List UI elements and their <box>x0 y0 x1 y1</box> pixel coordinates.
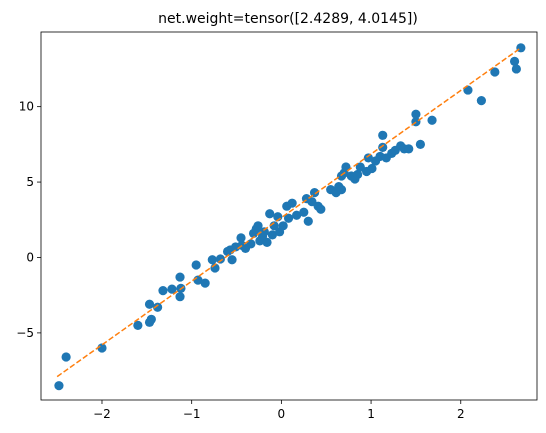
data-point <box>267 230 278 240</box>
x-axis: −2 −1 0 1 2 <box>93 400 465 421</box>
data-point <box>292 210 302 220</box>
data-point <box>153 302 163 312</box>
data-point <box>476 96 486 106</box>
y-axis: −5 0 5 10 <box>16 100 41 340</box>
y-tick-label: 5 <box>26 175 34 189</box>
x-tick-label: −2 <box>93 407 111 421</box>
x-tick-label: −1 <box>183 407 201 421</box>
data-point <box>516 43 526 53</box>
data-point <box>287 198 297 208</box>
chart-title: net.weight=tensor([2.4289, 4.0145]) <box>158 11 418 27</box>
data-point <box>378 130 388 140</box>
data-point <box>227 255 237 265</box>
y-tick-label: −5 <box>16 326 34 340</box>
data-point <box>236 233 246 243</box>
data-point <box>215 254 225 264</box>
x-tick-label: 2 <box>457 407 465 421</box>
data-point <box>144 299 155 309</box>
y-tick-label: 0 <box>26 250 34 264</box>
data-point <box>367 163 377 174</box>
y-tick-label: 10 <box>19 100 34 114</box>
data-point <box>133 320 143 330</box>
data-point <box>278 221 288 231</box>
data-point <box>341 162 351 172</box>
data-point <box>336 185 347 195</box>
x-tick-label: 1 <box>367 407 375 421</box>
data-point <box>175 272 185 282</box>
data-point <box>191 260 201 270</box>
x-tick-label: 0 <box>278 407 286 421</box>
data-point <box>404 144 414 154</box>
data-point <box>175 292 185 302</box>
data-point <box>411 109 421 119</box>
data-point <box>509 56 520 67</box>
data-point <box>283 213 294 223</box>
data-point <box>259 227 269 237</box>
data-point <box>490 67 500 77</box>
data-point <box>316 204 326 214</box>
data-point <box>415 139 425 149</box>
data-point <box>54 381 64 391</box>
data-point <box>253 221 263 231</box>
data-point <box>427 115 437 125</box>
data-point <box>207 255 217 265</box>
fit-line <box>56 47 522 378</box>
data-point <box>299 207 309 217</box>
fit-line-layer <box>56 47 522 378</box>
data-point <box>200 278 210 288</box>
axes-frame <box>40 31 538 401</box>
data-point <box>262 237 272 247</box>
data-point <box>61 352 71 362</box>
data-point <box>265 209 275 219</box>
data-point <box>378 142 388 152</box>
data-point <box>363 153 373 163</box>
data-point <box>167 284 177 294</box>
data-point <box>353 169 363 180</box>
data-points <box>54 43 526 391</box>
data-point <box>303 216 313 226</box>
data-point <box>158 286 168 296</box>
data-point <box>511 64 521 74</box>
data-point <box>146 314 156 324</box>
